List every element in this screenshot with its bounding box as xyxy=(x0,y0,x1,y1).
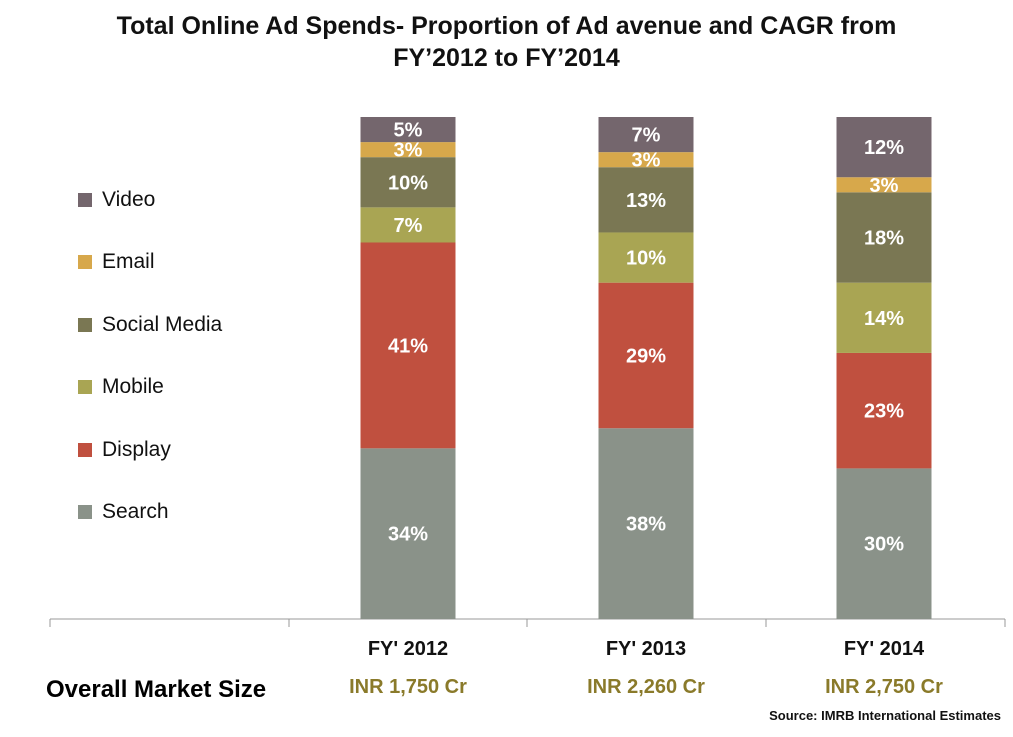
legend-item-social-media: Social Media xyxy=(78,311,222,339)
data-label-search-fy-2013: 38% xyxy=(626,514,666,536)
x-tick-label-fy-2012: FY' 2012 xyxy=(367,638,449,660)
legend-label-search: Search xyxy=(102,500,169,523)
source-note: Source: IMRB International Estimates xyxy=(769,708,1001,723)
bar-email-fy-2012 xyxy=(360,142,456,158)
data-label-video-fy-2012: 5% xyxy=(394,120,423,142)
legend-label-display: Display xyxy=(102,437,171,461)
data-label-email-fy-2014: 3% xyxy=(870,175,899,197)
bar-social-media-fy-2012 xyxy=(360,157,456,208)
chart-title-line1: Total Online Ad Spends- Proportion of Ad… xyxy=(116,12,897,40)
legend-item-display: Display xyxy=(78,436,171,464)
legend-swatch-mobile xyxy=(78,380,92,395)
bar-social-media-fy-2013 xyxy=(598,167,694,233)
data-label-video-fy-2013: 7% xyxy=(632,125,661,147)
legend-label-video: Video xyxy=(102,188,156,211)
data-label-social-media-fy-2014: 18% xyxy=(864,227,904,249)
data-label-search-fy-2012: 34% xyxy=(388,524,428,546)
legend-label-social-media: Social Media xyxy=(102,312,223,336)
data-label-mobile-fy-2012: 7% xyxy=(394,215,423,237)
data-label-email-fy-2013: 3% xyxy=(632,150,661,172)
bar-email-fy-2013 xyxy=(598,152,694,168)
data-label-display-fy-2012: 41% xyxy=(388,335,428,357)
legend-label-mobile: Mobile xyxy=(102,375,164,399)
bar-display-fy-2014 xyxy=(836,352,932,469)
chart-title-line2: FY’2012 to FY’2014 xyxy=(393,44,620,72)
bar-mobile-fy-2013 xyxy=(598,232,694,283)
bar-email-fy-2014 xyxy=(836,177,932,193)
legend-item-email: Email xyxy=(78,248,155,276)
data-label-email-fy-2012: 3% xyxy=(394,140,423,162)
bar-mobile-fy-2012 xyxy=(360,207,456,243)
legend-swatch-email xyxy=(78,255,92,270)
data-label-social-media-fy-2012: 10% xyxy=(388,172,428,194)
market-size-value: INR 2,260 Cr xyxy=(587,676,705,698)
data-label-search-fy-2014: 30% xyxy=(864,534,904,556)
legend-item-search: Search xyxy=(78,498,169,526)
market-size-label: Overall Market Size xyxy=(46,676,267,703)
legend-swatch-display xyxy=(78,442,92,457)
legend-item-video: Video xyxy=(78,186,155,214)
market-size-value: INR 1,750 Cr xyxy=(349,676,467,698)
legend-swatch-social-media xyxy=(78,317,92,332)
bar-mobile-fy-2014 xyxy=(836,282,932,353)
bar-video-fy-2012 xyxy=(360,117,456,143)
legend-swatch-video xyxy=(78,193,92,207)
legend-item-mobile: Mobile xyxy=(78,373,164,401)
data-label-display-fy-2014: 23% xyxy=(864,401,904,423)
legend-swatch-search xyxy=(78,505,92,519)
x-tick-label-fy-2014: FY' 2014 xyxy=(843,638,925,660)
data-label-mobile-fy-2013: 10% xyxy=(626,248,666,270)
bar-video-fy-2013 xyxy=(598,117,694,153)
bar-search-fy-2012 xyxy=(360,448,456,619)
legend-label-email: Email xyxy=(102,250,155,274)
market-size-value: INR 2,750 Cr xyxy=(825,676,943,698)
bar-video-fy-2014 xyxy=(836,117,932,178)
x-tick-label-fy-2013: FY' 2013 xyxy=(605,638,687,660)
data-label-social-media-fy-2013: 13% xyxy=(626,190,666,212)
bar-search-fy-2014 xyxy=(836,468,932,619)
data-label-video-fy-2014: 12% xyxy=(864,137,904,159)
data-label-display-fy-2013: 29% xyxy=(626,345,666,367)
bar-display-fy-2013 xyxy=(598,282,694,429)
bar-display-fy-2012 xyxy=(360,242,456,449)
bar-social-media-fy-2014 xyxy=(836,192,932,283)
chart-title: Total Online Ad Spends- Proportion of Ad… xyxy=(0,10,1013,74)
data-label-mobile-fy-2014: 14% xyxy=(864,308,904,330)
bar-search-fy-2013 xyxy=(598,428,694,619)
